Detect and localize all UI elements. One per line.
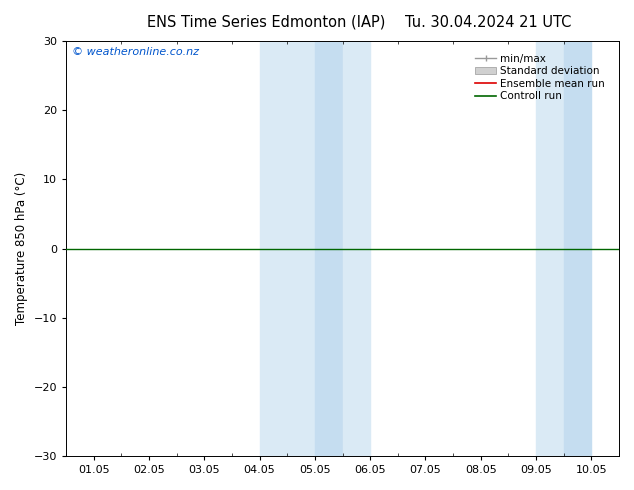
Bar (315, 41, 342, 456)
Legend: min/max, Standard deviation, Ensemble mean run, Controll run: min/max, Standard deviation, Ensemble me… (472, 50, 608, 104)
Bar (259, 41, 315, 456)
Bar (536, 41, 564, 456)
Bar (564, 41, 592, 456)
Text: © weatheronline.co.nz: © weatheronline.co.nz (72, 47, 198, 57)
Bar (342, 41, 370, 456)
Y-axis label: Temperature 850 hPa (°C): Temperature 850 hPa (°C) (15, 172, 28, 325)
Text: ENS Time Series Edmonton (IAP): ENS Time Series Edmonton (IAP) (147, 15, 385, 30)
Text: Tu. 30.04.2024 21 UTC: Tu. 30.04.2024 21 UTC (405, 15, 571, 30)
